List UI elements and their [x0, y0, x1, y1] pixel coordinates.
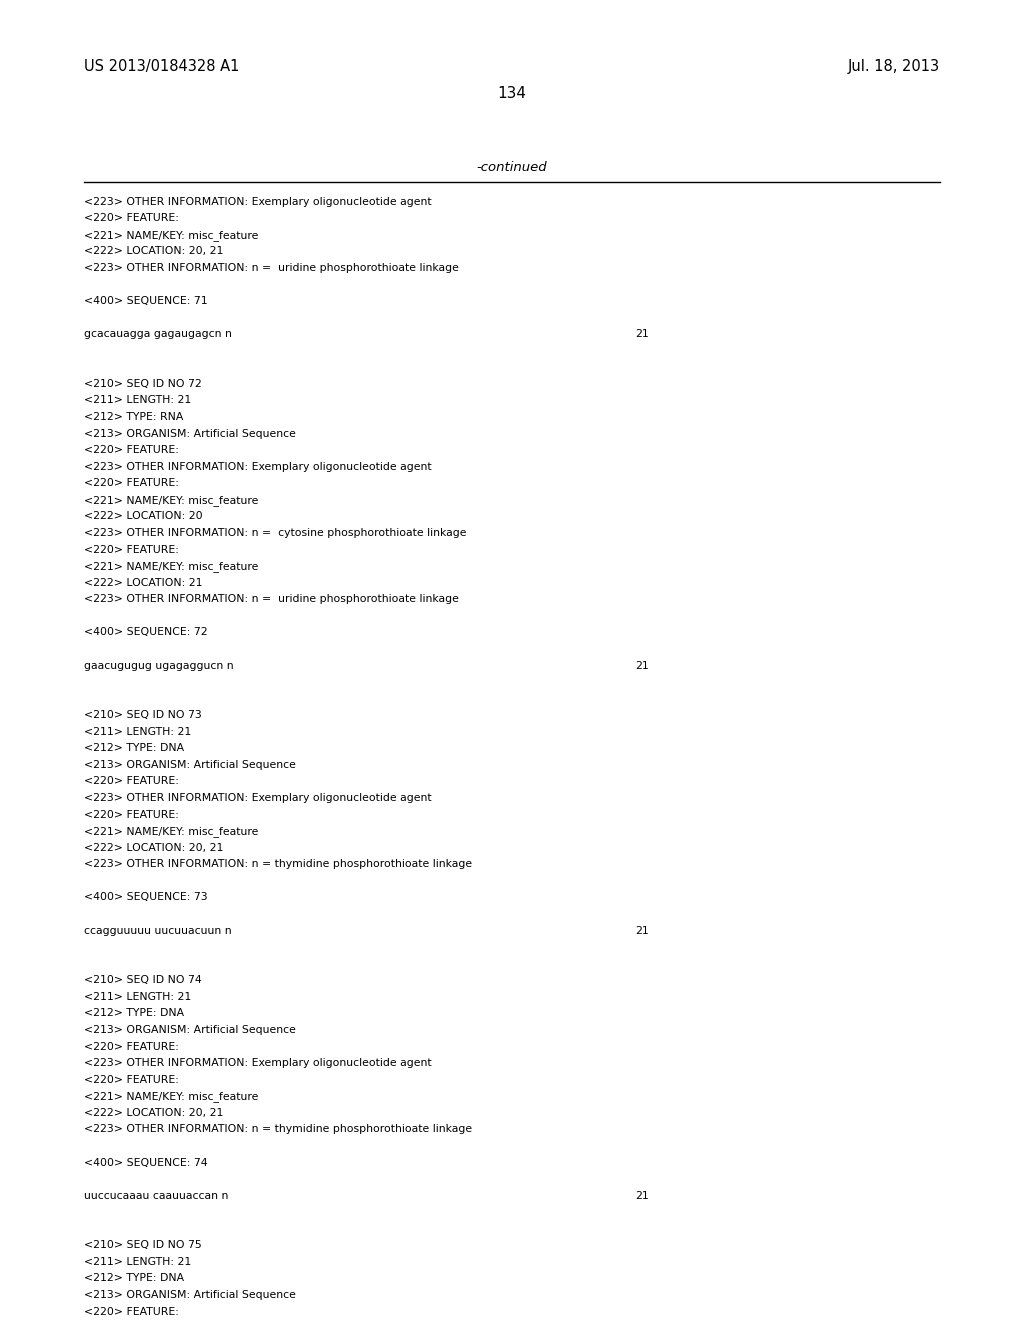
Text: <212> TYPE: DNA: <212> TYPE: DNA [84, 1008, 184, 1019]
Text: <223> OTHER INFORMATION: n =  uridine phosphorothioate linkage: <223> OTHER INFORMATION: n = uridine pho… [84, 263, 459, 273]
Text: <213> ORGANISM: Artificial Sequence: <213> ORGANISM: Artificial Sequence [84, 760, 296, 770]
Text: <211> LENGTH: 21: <211> LENGTH: 21 [84, 727, 191, 737]
Text: <222> LOCATION: 20, 21: <222> LOCATION: 20, 21 [84, 1107, 223, 1118]
Text: <221> NAME/KEY: misc_feature: <221> NAME/KEY: misc_feature [84, 230, 258, 240]
Text: <212> TYPE: RNA: <212> TYPE: RNA [84, 412, 183, 422]
Text: <220> FEATURE:: <220> FEATURE: [84, 1041, 179, 1052]
Text: <220> FEATURE:: <220> FEATURE: [84, 214, 179, 223]
Text: <400> SEQUENCE: 72: <400> SEQUENCE: 72 [84, 627, 208, 638]
Text: <213> ORGANISM: Artificial Sequence: <213> ORGANISM: Artificial Sequence [84, 1290, 296, 1300]
Text: <220> FEATURE:: <220> FEATURE: [84, 776, 179, 787]
Text: <221> NAME/KEY: misc_feature: <221> NAME/KEY: misc_feature [84, 826, 258, 837]
Text: <400> SEQUENCE: 71: <400> SEQUENCE: 71 [84, 296, 208, 306]
Text: <223> OTHER INFORMATION: n =  uridine phosphorothioate linkage: <223> OTHER INFORMATION: n = uridine pho… [84, 594, 459, 605]
Text: 21: 21 [635, 329, 648, 339]
Text: <223> OTHER INFORMATION: Exemplary oligonucleotide agent: <223> OTHER INFORMATION: Exemplary oligo… [84, 197, 431, 207]
Text: <220> FEATURE:: <220> FEATURE: [84, 545, 179, 554]
Text: US 2013/0184328 A1: US 2013/0184328 A1 [84, 59, 240, 74]
Text: <212> TYPE: DNA: <212> TYPE: DNA [84, 1274, 184, 1283]
Text: <213> ORGANISM: Artificial Sequence: <213> ORGANISM: Artificial Sequence [84, 429, 296, 438]
Text: <400> SEQUENCE: 73: <400> SEQUENCE: 73 [84, 892, 208, 903]
Text: ccagguuuuu uucuuacuun n: ccagguuuuu uucuuacuun n [84, 925, 231, 936]
Text: <220> FEATURE:: <220> FEATURE: [84, 445, 179, 455]
Text: <211> LENGTH: 21: <211> LENGTH: 21 [84, 396, 191, 405]
Text: <223> OTHER INFORMATION: n = thymidine phosphorothioate linkage: <223> OTHER INFORMATION: n = thymidine p… [84, 859, 472, 870]
Text: gaacugugug ugagaggucn n: gaacugugug ugagaggucn n [84, 660, 233, 671]
Text: 21: 21 [635, 925, 648, 936]
Text: <213> ORGANISM: Artificial Sequence: <213> ORGANISM: Artificial Sequence [84, 1026, 296, 1035]
Text: <222> LOCATION: 20: <222> LOCATION: 20 [84, 511, 203, 521]
Text: <220> FEATURE:: <220> FEATURE: [84, 1307, 179, 1316]
Text: <221> NAME/KEY: misc_feature: <221> NAME/KEY: misc_feature [84, 1092, 258, 1102]
Text: <223> OTHER INFORMATION: Exemplary oligonucleotide agent: <223> OTHER INFORMATION: Exemplary oligo… [84, 462, 431, 471]
Text: 21: 21 [635, 1191, 648, 1201]
Text: <222> LOCATION: 20, 21: <222> LOCATION: 20, 21 [84, 247, 223, 256]
Text: <212> TYPE: DNA: <212> TYPE: DNA [84, 743, 184, 754]
Text: uuccucaaau caauuaccan n: uuccucaaau caauuaccan n [84, 1191, 228, 1201]
Text: <211> LENGTH: 21: <211> LENGTH: 21 [84, 991, 191, 1002]
Text: <223> OTHER INFORMATION: Exemplary oligonucleotide agent: <223> OTHER INFORMATION: Exemplary oligo… [84, 793, 431, 803]
Text: gcacauagga gagaugagcn n: gcacauagga gagaugagcn n [84, 329, 231, 339]
Text: <222> LOCATION: 21: <222> LOCATION: 21 [84, 578, 203, 587]
Text: <220> FEATURE:: <220> FEATURE: [84, 1074, 179, 1085]
Text: <223> OTHER INFORMATION: n =  cytosine phosphorothioate linkage: <223> OTHER INFORMATION: n = cytosine ph… [84, 528, 467, 539]
Text: <210> SEQ ID NO 75: <210> SEQ ID NO 75 [84, 1241, 202, 1250]
Text: <222> LOCATION: 20, 21: <222> LOCATION: 20, 21 [84, 842, 223, 853]
Text: <220> FEATURE:: <220> FEATURE: [84, 809, 179, 820]
Text: <210> SEQ ID NO 73: <210> SEQ ID NO 73 [84, 710, 202, 721]
Text: Jul. 18, 2013: Jul. 18, 2013 [848, 59, 940, 74]
Text: <223> OTHER INFORMATION: Exemplary oligonucleotide agent: <223> OTHER INFORMATION: Exemplary oligo… [84, 1059, 431, 1068]
Text: <210> SEQ ID NO 72: <210> SEQ ID NO 72 [84, 379, 202, 389]
Text: -continued: -continued [477, 161, 547, 174]
Text: <221> NAME/KEY: misc_feature: <221> NAME/KEY: misc_feature [84, 561, 258, 572]
Text: <211> LENGTH: 21: <211> LENGTH: 21 [84, 1257, 191, 1267]
Text: 21: 21 [635, 660, 648, 671]
Text: <210> SEQ ID NO 74: <210> SEQ ID NO 74 [84, 975, 202, 985]
Text: 134: 134 [498, 86, 526, 100]
Text: <223> OTHER INFORMATION: n = thymidine phosphorothioate linkage: <223> OTHER INFORMATION: n = thymidine p… [84, 1125, 472, 1134]
Text: <400> SEQUENCE: 74: <400> SEQUENCE: 74 [84, 1158, 208, 1167]
Text: <220> FEATURE:: <220> FEATURE: [84, 478, 179, 488]
Text: <221> NAME/KEY: misc_feature: <221> NAME/KEY: misc_feature [84, 495, 258, 506]
